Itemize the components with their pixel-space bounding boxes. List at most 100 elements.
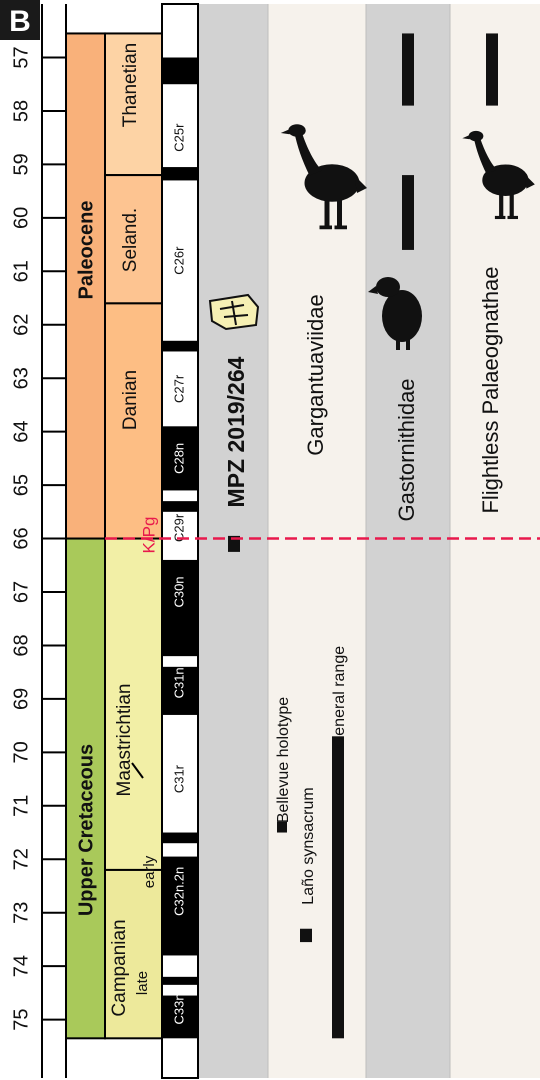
stage-sublabel-maastrichtian: early	[141, 855, 158, 888]
chron-black-interval-4	[162, 501, 198, 512]
chron-black-interval-6	[162, 666, 198, 715]
gargantuaviid-records: Bellevue holotype Laño synsacrum General r…	[275, 646, 348, 1039]
chron-black-interval-7	[162, 832, 198, 844]
period-label-paleocene: Paleocene	[75, 201, 97, 300]
axis-tick-label-60: 60	[10, 207, 32, 229]
stage-campanian	[104, 868, 163, 1040]
period-column: Paleocene Upper Cretaceous	[65, 32, 106, 1040]
panel-label: B	[9, 5, 31, 38]
chron-black-interval-2	[162, 340, 198, 352]
maastrichtian-substage-tick	[131, 762, 144, 779]
kpg-label: K/Pg	[139, 517, 158, 554]
specimen-group: MPZ 2019/264	[208, 293, 260, 552]
stage-column: Thanetian Seland. Danian Maastrichtian early…	[104, 32, 163, 1040]
axis-tick-label-70: 70	[10, 741, 32, 763]
bird-silhouette-palaeognath-neck	[473, 138, 497, 174]
axis-tick-label-75: 75	[10, 1008, 32, 1030]
gastornithid-column-bg	[366, 4, 450, 1078]
stage-label-campanian: Campanian	[109, 919, 130, 1016]
specimen-bone-detail	[219, 300, 249, 326]
chron-label-c25r: C25r	[171, 123, 186, 152]
axis-tick-label-59: 59	[10, 153, 32, 175]
taxon-label-gargantuaviidae: Gargantuaviidae	[303, 294, 328, 455]
bird-silhouette-gargantuaviid-foot-back	[334, 225, 347, 230]
taxon-label-flightless-palaeognathae: Flightless Palaeognathae	[478, 266, 503, 513]
chron-label-c32n-2n: C32n.2n	[171, 867, 186, 916]
bird-silhouette-gastornis-head	[376, 277, 400, 297]
stage-label-seland: Seland.	[120, 208, 141, 272]
axis-tick-label-74: 74	[10, 955, 32, 977]
panel-label-group: B	[0, 0, 40, 40]
bird-silhouette-gargantuaviid-leg-back	[337, 195, 342, 228]
axis-tick-label-57: 57	[10, 46, 32, 68]
kpg-boundary: K/Pg	[105, 517, 540, 554]
specimen-marker	[228, 535, 240, 552]
period-label-upper-cretaceous: Upper Cretaceous	[75, 744, 97, 916]
record-label-bellevue-holotype: Bellevue holotype	[275, 697, 292, 823]
bird-silhouette-palaeognath-foot-front	[494, 215, 506, 220]
record-bar-bellevue-holotype	[277, 821, 287, 833]
bird-silhouette-gastornis-leg-front	[396, 338, 400, 350]
bird-silhouette-gargantuaviid-body	[304, 164, 360, 202]
chron-black-interval-8	[162, 856, 198, 956]
bird-silhouette-gargantuaviid	[280, 124, 367, 230]
bird-silhouette-gargantuaviid-head	[288, 124, 306, 137]
bird-silhouette-gargantuaviid-leg-front	[324, 195, 330, 228]
axis-tick-label-65: 65	[10, 474, 32, 496]
axis-tick-label-72: 72	[10, 848, 32, 870]
bird-silhouette-palaeognath-head	[468, 130, 484, 142]
axis-tick-label-73: 73	[10, 902, 32, 924]
chron-black-interval-9	[162, 976, 198, 985]
specimen-label: MPZ 2019/264	[223, 356, 249, 507]
axis-tick-label-62: 62	[10, 314, 32, 336]
bird-silhouette-gargantuaviid-beak	[280, 129, 290, 135]
axis-tick-label-63: 63	[10, 367, 32, 389]
range-bar-gastornithidae-1	[402, 175, 414, 250]
axis-tick-label-58: 58	[10, 100, 32, 122]
chron-black-interval-10	[162, 995, 198, 1039]
axis-tick-label-69: 69	[10, 688, 32, 710]
stage-sublabel-campanian: late	[134, 971, 151, 995]
bird-silhouette-palaeognath-foot-back	[507, 215, 518, 220]
record-bar-general-range	[332, 736, 344, 1039]
bird-silhouette-palaeognath-tail	[524, 173, 535, 189]
chron-label-c26r: C26r	[171, 246, 186, 275]
chron-label-c29r: C29r	[171, 513, 186, 542]
record-label-general-range: General range	[331, 646, 348, 748]
axis-tick-label-68: 68	[10, 634, 32, 656]
period-upper-cretaceous	[65, 537, 106, 1040]
axis-tick-label-71: 71	[10, 795, 32, 817]
axis-tick-label-64: 64	[10, 421, 32, 443]
magnetostratigraphy-column: C25r C26r C27r C28n C29r C30n C31n C31r C32n.2n C…	[161, 3, 199, 1079]
bird-silhouette-palaeognath-beak	[462, 135, 470, 140]
axis-tick-label-67: 67	[10, 581, 32, 603]
bird-silhouette-gargantuaviid-foot-front	[319, 225, 332, 230]
record-bar-la-o-synsacrum	[300, 928, 312, 943]
stage-label-danian: Danian	[120, 370, 141, 430]
bird-silhouette-gastornis-leg-back	[406, 338, 410, 350]
bird-silhouette-gastornis-beak	[368, 286, 378, 294]
stage-danian	[104, 302, 163, 540]
chron-black-interval-1	[162, 167, 198, 181]
specimen-bone-icon	[208, 293, 260, 331]
record-label-la-o-synsacrum: Laño synsacrum	[300, 787, 317, 904]
stage-thanetian	[104, 32, 163, 177]
chron-black-interval-5	[162, 559, 198, 657]
bird-silhouette-gastornis-body	[382, 290, 422, 342]
range-bar-gastornithidae-0	[402, 33, 414, 106]
panel-label-box	[0, 0, 40, 40]
chron-label-c28n: C28n	[171, 443, 186, 474]
axis-column-bg	[42, 4, 66, 1078]
axis-tick-label-61: 61	[10, 260, 32, 282]
bird-silhouette-palaeognath	[462, 130, 535, 220]
taxon-label-gastornithidae: Gastornithidae	[394, 378, 419, 521]
stage-label-maastrichtian: Maastrichtian	[114, 684, 135, 797]
palaeognath-column-bg	[450, 4, 540, 1078]
chron-label-c31n: C31n	[171, 667, 186, 698]
range-bar-flightless-palaeognathae-0	[486, 33, 498, 106]
chron-label-c31r: C31r	[171, 764, 186, 793]
stage-label-thanetian: Thanetian	[120, 43, 141, 128]
chron-label-c27r: C27r	[171, 374, 186, 403]
bird-silhouette-palaeognath-body	[482, 164, 529, 196]
